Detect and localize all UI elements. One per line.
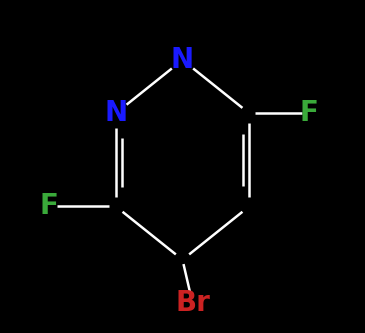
Text: F: F	[300, 99, 319, 127]
Text: F: F	[40, 192, 59, 220]
Text: N: N	[104, 99, 127, 127]
Text: N: N	[171, 46, 194, 74]
Text: Br: Br	[175, 289, 210, 317]
